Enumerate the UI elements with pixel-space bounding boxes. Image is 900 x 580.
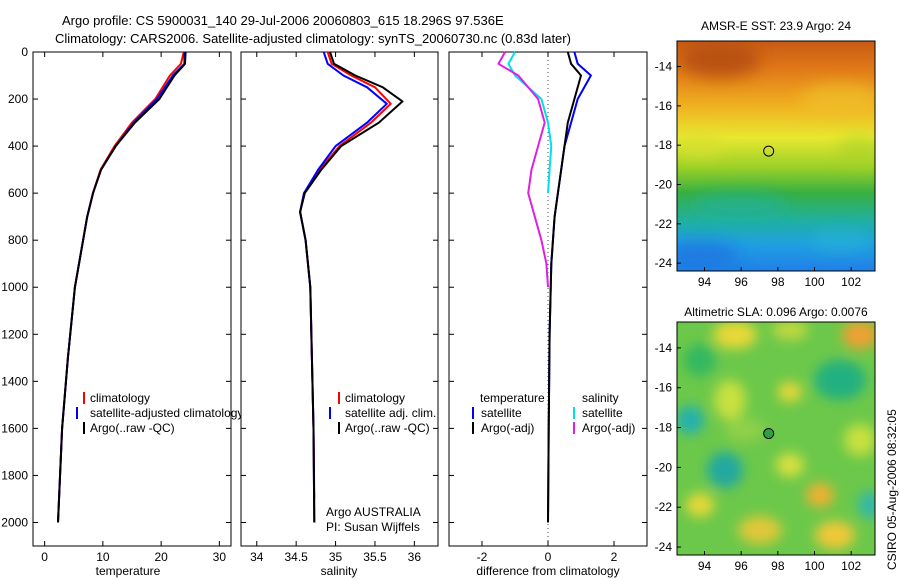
y-tick-label: 1000 [1,280,28,294]
y-tick-label: 1200 [1,327,28,341]
annotation-argo-australia: Argo AUSTRALIA [326,505,421,519]
legend-label-argo: Argo(..raw -QC) [90,421,175,435]
x-tick-label: 94 [698,559,712,573]
salinity-xlabel: salinity [321,564,358,578]
x-tick-label: 102 [841,275,861,289]
x-tick-label: 98 [771,559,785,573]
y-tick-label: -18 [655,421,673,435]
legend-label-sal-satellite: satellite [582,406,623,420]
salinity-panel: 34 34.5 35 35.5 36 salinity climatology sate… [240,51,439,578]
sla-map-title: Altimetric SLA: 0.096 Argo: 0.0076 [684,305,868,319]
temperature-xlabel: temperature [96,564,161,578]
argo-float-marker [763,145,775,157]
x-tick-label: 34 [250,550,264,564]
argo-float-marker [763,428,775,440]
temperature-legend: climatology satellite-adjusted climatolo… [76,391,243,435]
x-tick-label: 98 [771,275,785,289]
legend-label-satellite: satellite-adjusted climatology [90,406,243,420]
series-line-salinity-satellite [507,51,553,194]
difference-panel: -2 0 2 difference from climatology tempera… [448,51,648,578]
x-tick-label: 102 [841,559,861,573]
x-tick-label: 96 [734,275,748,289]
legend-label-argo: Argo(..raw -QC) [345,421,430,435]
temperature-axes [32,51,232,547]
y-tick-label: 2000 [1,515,28,529]
x-tick-label: 30 [213,550,227,564]
legend-heading-salinity: salinity [582,391,619,405]
sla-map-axes [676,321,876,556]
series-line-temperature-argo-adj [547,51,582,523]
x-tick-label: 96 [734,559,748,573]
legend-heading-temperature: temperature [480,391,545,405]
series-line-salinity-argo-adj [497,51,549,288]
x-tick-label: 0 [41,550,48,564]
y-tick-label: -20 [655,178,673,192]
y-tick-label: -16 [655,381,673,395]
y-tick-label: -22 [655,500,673,514]
side-label: CSIRO 05-Aug-2006 08:32:05 [885,409,899,570]
x-tick-label: 10 [96,550,110,564]
salinity-axes [240,51,439,547]
legend-label-sal-argo: Argo(-adj) [582,421,635,435]
figure-title-line2: Climatology: CARS2006. Satellite-adjuste… [55,31,571,46]
x-tick-label: 100 [804,275,824,289]
x-tick-label: 34.5 [284,550,308,564]
difference-legend: temperature satellite Argo(-adj) salinit… [472,391,635,435]
x-tick-label: 100 [804,559,824,573]
x-tick-label: 2 [611,550,618,564]
legend-label-climatology: climatology [345,391,405,405]
temperature-panel: 0 10 20 30 0 200 400 600 800 1000 1200 1400 1600 1800… [1,45,243,578]
y-tick-label: 400 [8,139,28,153]
y-tick-label: 1400 [1,374,28,388]
temperature-profile-lines [57,51,187,523]
salinity-profile-lines [299,51,404,523]
difference-xlabel: difference from climatology [476,564,619,578]
y-tick-label: -22 [655,217,673,231]
salinity-legend: climatology satellite adj. clim. Argo(..… [329,391,436,435]
series-line-argo-raw-qc [57,51,187,523]
y-tick-label: 200 [8,92,28,106]
y-tick-label: -18 [655,138,673,152]
y-tick-label: 800 [8,233,28,247]
y-tick-label: -16 [655,99,673,113]
x-tick-label: 0 [545,550,552,564]
difference-profile-lines [497,51,592,523]
y-tick-label: 1800 [1,468,28,482]
y-tick-label: -24 [655,256,673,270]
sst-map-title: AMSR-E SST: 23.9 Argo: 24 [701,19,851,33]
y-tick-label: 0 [21,45,28,59]
x-tick-label: -2 [477,550,488,564]
x-tick-label: 35 [329,550,343,564]
sst-field [677,41,875,271]
sst-map-panel: AMSR-E SST: 23.9 Argo: 24 94 96 98 100 102 -1… [655,19,876,289]
y-tick-label: 1600 [1,421,28,435]
x-tick-label: 20 [154,550,168,564]
y-tick-label: -20 [655,460,673,474]
y-tick-label: -14 [655,341,673,355]
y-tick-label: -14 [655,60,673,74]
x-tick-label: 35.5 [363,550,387,564]
x-tick-label: 36 [408,550,422,564]
legend-label-satellite: satellite adj. clim. [345,406,436,420]
legend-label-temp-satellite: satellite [481,406,522,420]
legend-label-climatology: climatology [90,391,150,405]
sla-map-panel: Altimetric SLA: 0.096 Argo: 0.0076 [655,305,876,573]
legend-label-temp-argo: Argo(-adj) [481,421,534,435]
y-tick-label: 600 [8,186,28,200]
series-line-argo-raw-qc [299,51,404,523]
sst-map-axes [676,40,876,272]
y-tick-label: -24 [655,540,673,554]
x-tick-label: 94 [698,275,712,289]
annotation-pi: PI: Susan Wijffels [326,520,420,534]
sla-field [677,322,875,555]
figure-title-line1: Argo profile: CS 5900031_140 29-Jul-2006… [62,13,504,28]
